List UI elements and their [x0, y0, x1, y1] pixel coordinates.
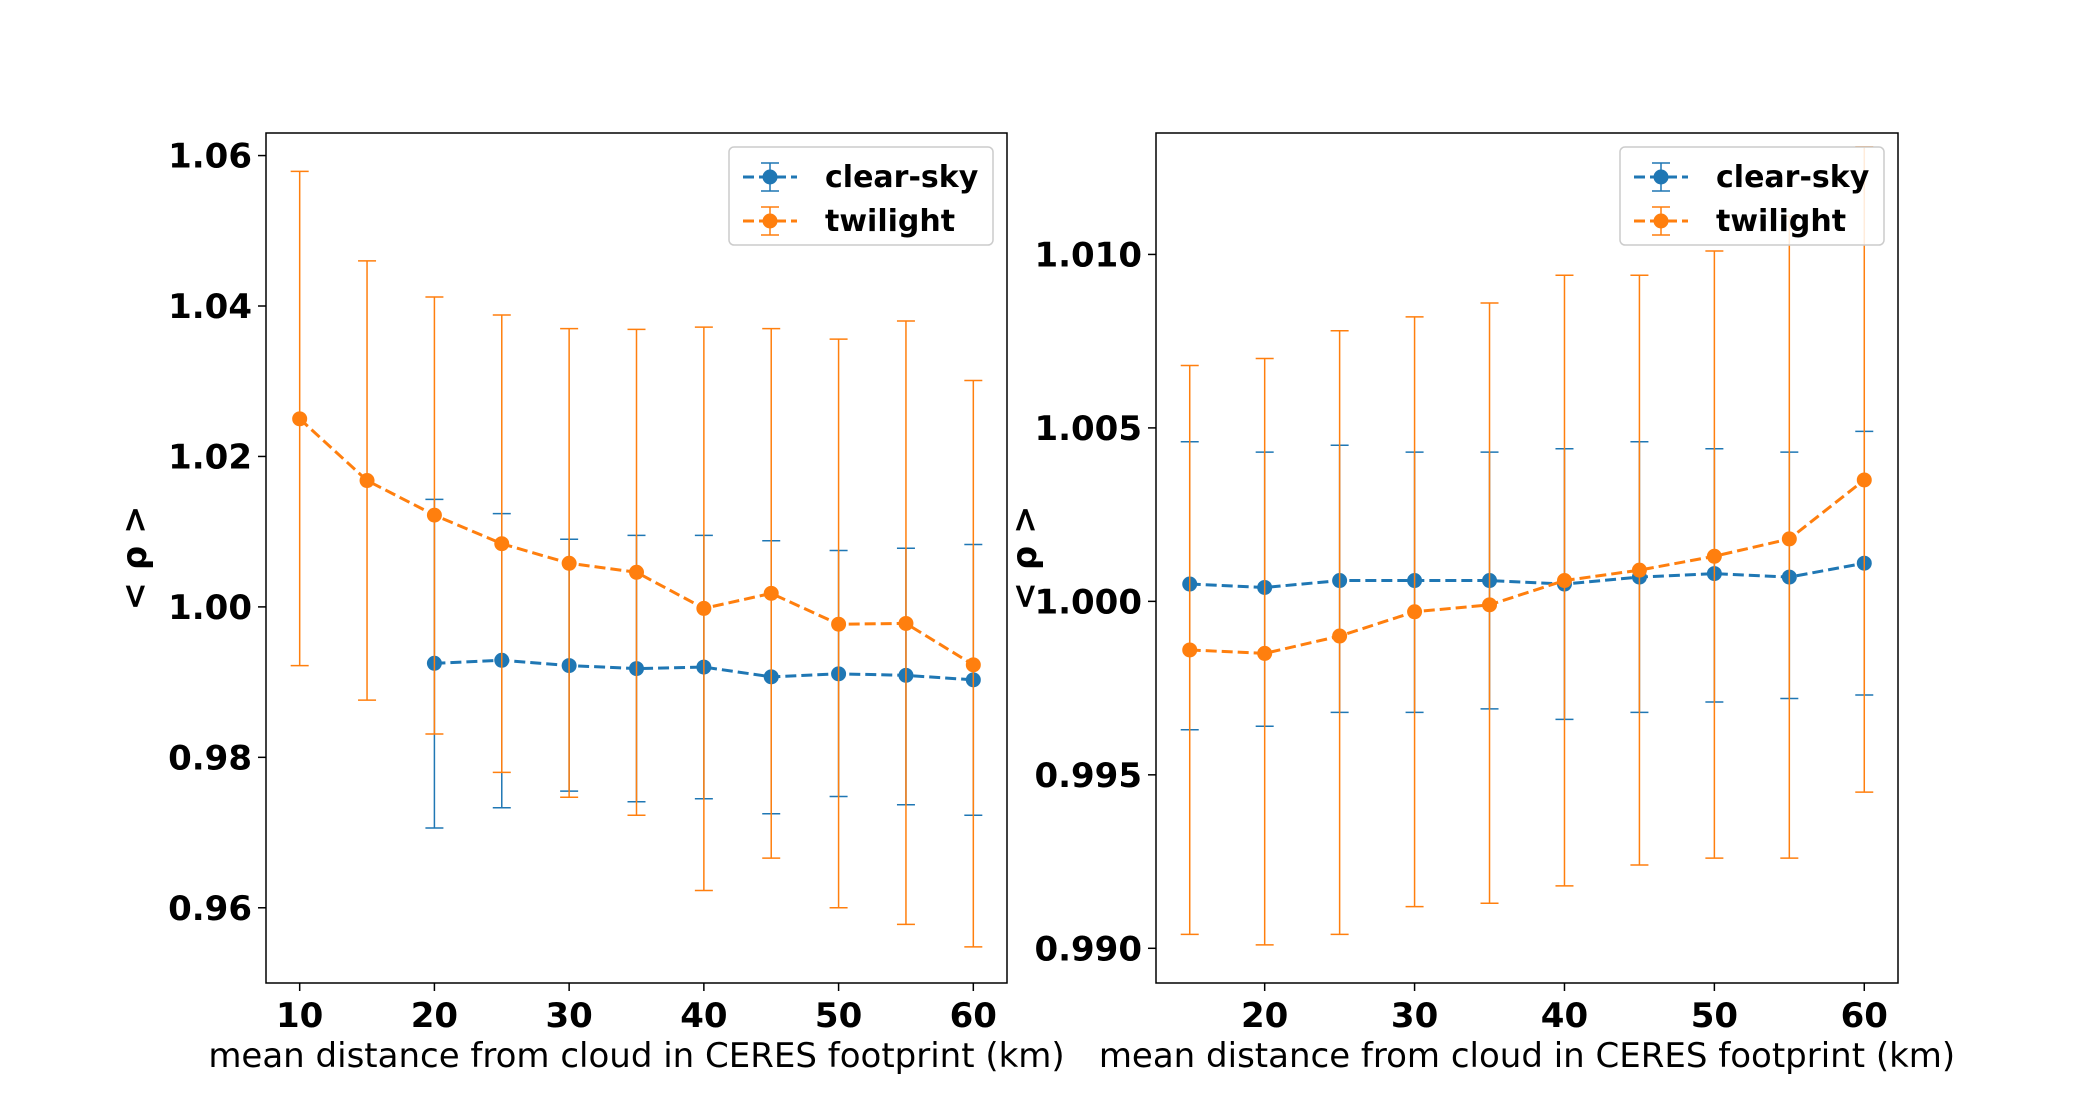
twilight-series-line — [1189, 478, 1866, 655]
legend-twilight-label: twilight — [825, 204, 955, 239]
y-tick-label: 0.995 — [1034, 756, 1142, 796]
x-tick-label: 10 — [276, 996, 323, 1036]
twilight-data-point — [831, 616, 847, 632]
legend-twilight-marker — [762, 213, 778, 229]
y-tick-label: 1.005 — [1034, 409, 1142, 449]
legend-clear-sky-marker — [1653, 169, 1669, 185]
legend: clear-sky twilight — [1619, 146, 1885, 246]
twilight-data-point — [1781, 531, 1797, 547]
y-tick-label: 1.06 — [168, 137, 252, 177]
x-tick-label: 60 — [950, 996, 997, 1036]
x-tick-label: 60 — [1841, 996, 1888, 1036]
twilight-data-point — [1332, 628, 1348, 644]
y-axis-label: < ρ > — [1005, 506, 1045, 611]
twilight-data-point — [426, 507, 442, 523]
twilight-data-point — [965, 657, 981, 673]
plot-area — [1180, 146, 1874, 946]
twilight-data-point — [359, 473, 375, 489]
y-tick-label: 0.990 — [1034, 929, 1142, 969]
twilight-data-point — [763, 585, 779, 601]
left-chart-panel: 10 20 30 40 50 60 0.96 0.98 1.00 1.02 1.04 1.06 mean… — [115, 132, 1065, 1076]
plot-area — [290, 170, 983, 948]
twilight-data-point — [1182, 642, 1198, 658]
legend-twilight-marker — [1653, 213, 1669, 229]
y-tick-label: 1.000 — [1034, 582, 1142, 622]
twilight-data-point — [1706, 548, 1722, 564]
clear-sky-series-line — [434, 658, 974, 682]
y-tick-label: 0.98 — [168, 738, 252, 778]
twilight-data-point — [292, 411, 308, 427]
x-tick-label: 40 — [680, 996, 727, 1036]
x-tick-label: 20 — [411, 996, 458, 1036]
legend: clear-sky twilight — [728, 146, 994, 246]
x-tick-label: 20 — [1241, 996, 1288, 1036]
y-tick-label: 1.010 — [1034, 235, 1142, 275]
legend-clear-sky-label: clear-sky — [1716, 160, 1870, 195]
legend-clear-sky-label: clear-sky — [825, 160, 979, 195]
x-tick-label: 30 — [545, 996, 592, 1036]
y-tick-label: 1.00 — [168, 588, 252, 628]
y-tick-label: 1.04 — [168, 287, 252, 327]
twilight-data-point — [1482, 597, 1498, 613]
right-chart-panel: 20 30 40 50 60 0.990 0.995 1.000 1.005 1.010 mean … — [1005, 132, 1955, 1076]
twilight-data-point — [1631, 562, 1647, 578]
y-axis-label: < ρ > — [115, 506, 155, 611]
x-tick-label: 50 — [1691, 996, 1738, 1036]
x-axis-label: mean distance from cloud in CERES footpr… — [208, 1036, 1064, 1076]
axes-frame — [1155, 132, 1899, 984]
twilight-data-point — [696, 600, 712, 616]
twilight-data-point — [561, 555, 577, 571]
legend-clear-sky-marker — [762, 169, 778, 185]
twilight-data-point — [898, 615, 914, 631]
clear-sky-series-line — [1189, 561, 1865, 589]
x-tick-label: 40 — [1541, 996, 1588, 1036]
axes-frame — [265, 132, 1008, 984]
twilight-data-point — [1556, 573, 1572, 589]
x-axis-label: mean distance from cloud in CERES footpr… — [1099, 1036, 1955, 1076]
twilight-data-point — [494, 536, 510, 552]
y-tick-label: 0.96 — [168, 889, 252, 929]
x-tick-label: 50 — [815, 996, 862, 1036]
twilight-data-point — [1407, 604, 1423, 620]
twilight-data-point — [629, 564, 644, 580]
legend-twilight-label: twilight — [1716, 204, 1846, 239]
twilight-data-point — [1257, 645, 1273, 661]
x-tick-label: 30 — [1391, 996, 1438, 1036]
y-tick-label: 1.02 — [168, 437, 252, 477]
twilight-data-point — [1856, 472, 1872, 488]
